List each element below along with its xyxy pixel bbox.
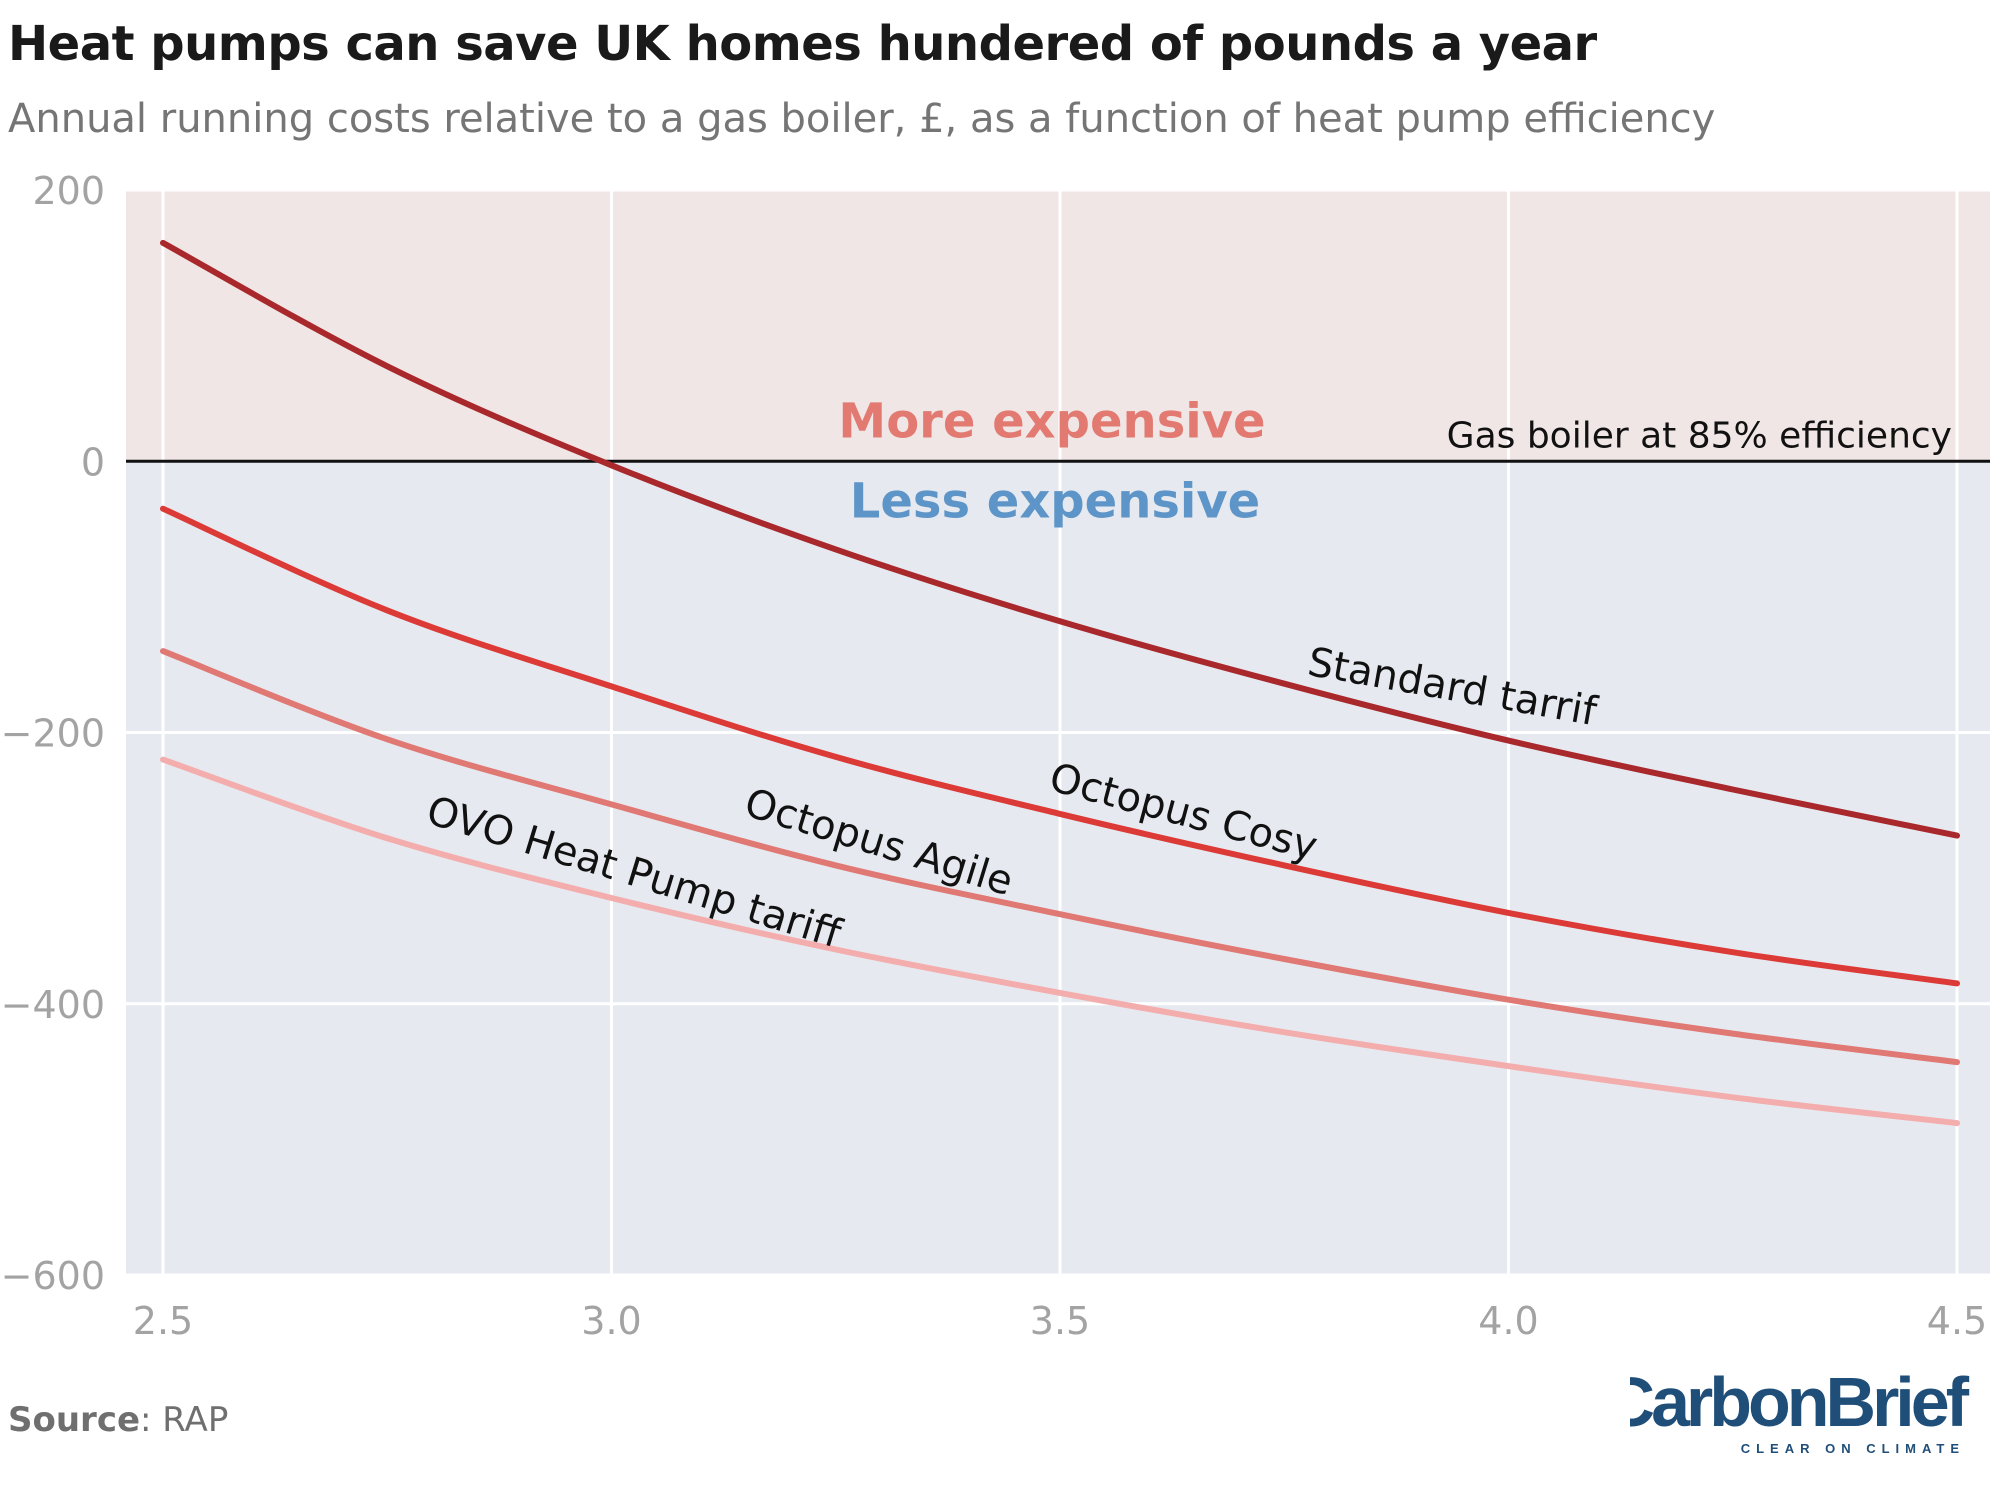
y-tick-label: 0 [81,440,105,484]
y-tick-label: −200 [1,712,105,756]
grid-lines [126,188,1990,1277]
series-line-octopus-cosy [160,505,1960,987]
y-tick-label: −400 [1,983,105,1027]
x-tick-label: 4.5 [1927,1299,1987,1343]
region-below-zero [126,461,1990,1275]
series-line-octopus-agile [160,648,1960,1066]
series-lines [160,239,1960,1127]
source-value: : RAP [140,1400,229,1440]
x-tick-label: 2.5 [133,1299,193,1343]
brand-name: CarbonBrief [1630,1363,1970,1441]
x-tick-label: 3.5 [1030,1299,1090,1343]
source-note: Source: RAP [8,1400,228,1440]
y-tick-label: −600 [1,1254,105,1298]
x-tick-label: 4.0 [1478,1299,1538,1343]
brand-tagline: CLEAR ON CLIMATE [1741,1441,1965,1456]
source-label: Source [8,1400,141,1440]
y-tick-label: 200 [32,169,105,213]
x-axis-ticks: 2.5 3.0 3.5 4.0 4.5 [133,1299,1987,1343]
gas-boiler-reference-label: Gas boiler at 85% efficiency [1447,415,1952,456]
series-line-ovo-heat-pump-tariff [160,756,1960,1127]
chart-subtitle: Annual running costs relative to a gas b… [8,96,1716,142]
x-tick-label: 3.0 [581,1299,641,1343]
region-above-zero [126,190,1990,462]
region-label-less-expensive: Less expensive [850,473,1260,529]
series-line-standard-tarrif [160,239,1960,839]
carbonbrief-logo: CarbonBrief CLEAR ON CLIMATE [1630,1363,1970,1456]
y-axis-ticks: 200 0 −200 −400 −600 [1,169,105,1298]
region-label-more-expensive: More expensive [838,393,1265,449]
chart-title: Heat pumps can save UK homes hundered of… [8,16,1597,72]
